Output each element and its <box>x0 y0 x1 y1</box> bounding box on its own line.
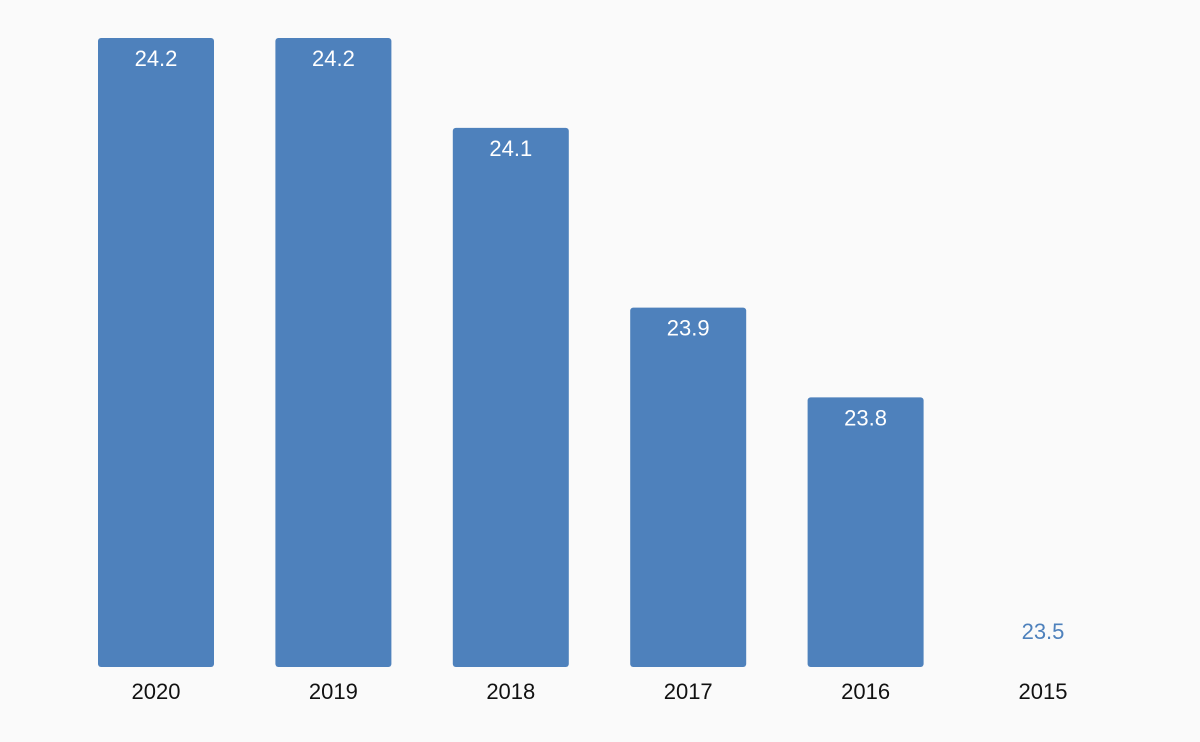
bar-value-label-2015: 23.5 <box>1022 619 1065 644</box>
bar-labels-group: 24.2 24.2 24.1 23.9 23.8 23.5 <box>135 46 1065 644</box>
bar-value-label-2019: 24.2 <box>312 46 355 71</box>
x-tick-label-2015: 2015 <box>1019 679 1068 704</box>
bar-value-label-2016: 23.8 <box>844 405 887 430</box>
x-tick-label-2019: 2019 <box>309 679 358 704</box>
bar-2018 <box>452 127 569 668</box>
bar-value-label-2020: 24.2 <box>135 46 178 71</box>
x-tick-label-2017: 2017 <box>664 679 713 704</box>
bar-value-label-2018: 24.1 <box>489 136 532 161</box>
bar-2019 <box>275 38 392 667</box>
x-axis-tick-labels: 2020 2019 2018 2017 2016 2015 <box>132 679 1068 704</box>
bar-2020 <box>98 38 214 667</box>
x-tick-label-2016: 2016 <box>841 679 890 704</box>
x-tick-label-2018: 2018 <box>486 679 535 704</box>
bars-group <box>98 38 924 668</box>
x-tick-label-2020: 2020 <box>132 679 181 704</box>
bar-2017 <box>630 307 747 667</box>
bar-value-label-2017: 23.9 <box>667 316 710 341</box>
bar-2016 <box>807 397 924 667</box>
